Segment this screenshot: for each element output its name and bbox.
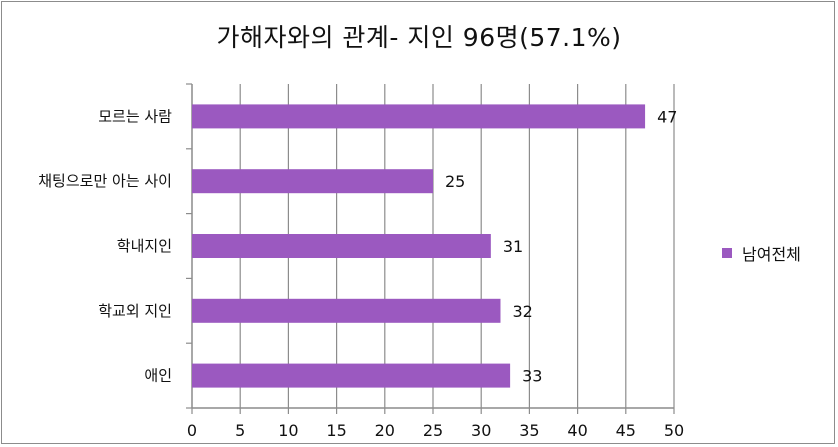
category-label: 채팅으로만 아는 사이 [38, 172, 172, 190]
x-tick-label: 20 [375, 421, 395, 440]
category-label: 학내지인 [117, 237, 172, 255]
bar [192, 363, 511, 388]
x-tick-label: 5 [235, 421, 245, 440]
x-tick-label: 25 [423, 421, 443, 440]
x-tick-label: 30 [471, 421, 491, 440]
chart-title: 가해자와의 관계- 지인 96명(57.1%) [216, 23, 622, 52]
bar [192, 234, 491, 258]
x-tick-label: 35 [519, 421, 539, 440]
legend: 남여전체 [722, 241, 801, 265]
x-tick-label: 15 [326, 421, 346, 440]
bar [192, 104, 646, 129]
data-label: 31 [503, 237, 523, 256]
x-tick-label: 0 [187, 421, 197, 440]
data-label: 33 [522, 367, 542, 386]
category-label: 학교외 지인 [98, 302, 172, 320]
bar [192, 298, 501, 323]
data-label: 25 [445, 172, 465, 191]
legend-swatch [722, 248, 732, 258]
data-label: 32 [512, 302, 532, 321]
x-tick-label: 50 [664, 421, 684, 440]
bar [192, 169, 433, 194]
data-label: 47 [657, 107, 677, 126]
x-tick-label: 40 [567, 421, 587, 440]
legend-label: 남여전체 [742, 245, 801, 264]
category-label: 애인 [144, 367, 172, 385]
category-label: 모르는 사람 [98, 107, 172, 125]
x-tick-label: 45 [616, 421, 636, 440]
x-tick-label: 10 [278, 421, 298, 440]
